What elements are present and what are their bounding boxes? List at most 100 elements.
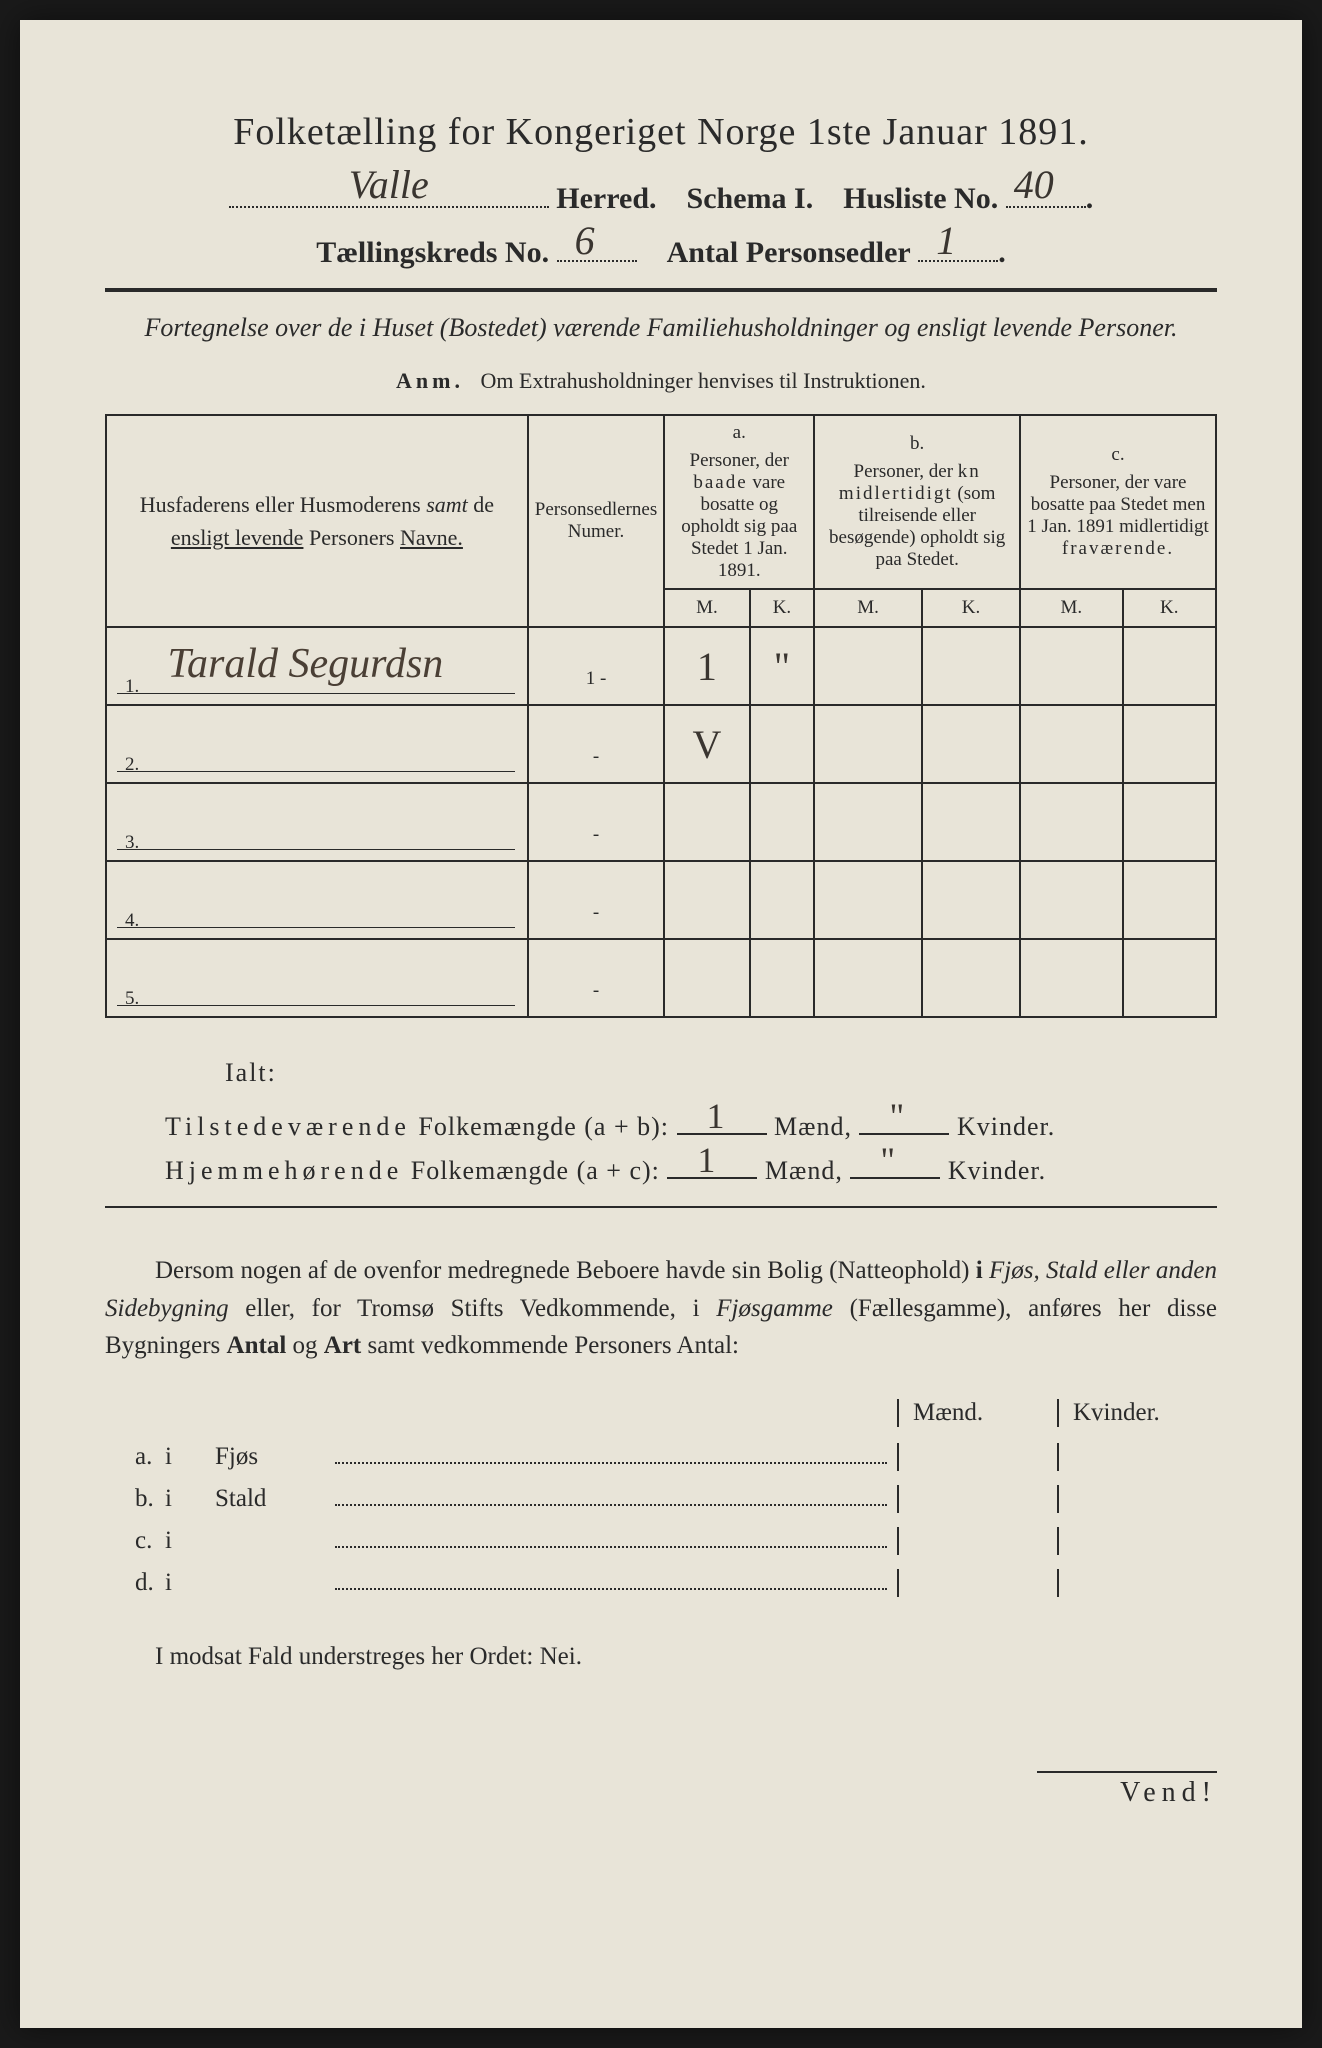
subtitle: Fortegnelse over de i Huset (Bostedet) v… — [105, 310, 1217, 346]
row-a-k — [750, 783, 815, 861]
byg-dots — [335, 1523, 887, 1548]
byg-i: i — [165, 1527, 215, 1555]
col-num-header: Personsedlernes Numer. — [528, 415, 664, 627]
byg-k-cell — [1057, 1443, 1217, 1471]
herred-label: Herred. — [556, 182, 656, 215]
byg-lbl: c. — [105, 1527, 165, 1555]
row-name — [162, 861, 528, 939]
byg-m-cell — [897, 1527, 1057, 1555]
herred-field: Valle — [229, 206, 549, 208]
antal-label: Antal Personsedler — [667, 236, 911, 269]
page-title: Folketælling for Kongeriget Norge 1ste J… — [105, 110, 1217, 154]
totals-hjemme: Hjemmehørende Folkemængde (a + c): 1 Mæn… — [165, 1156, 1217, 1186]
row-number: 2. — [106, 705, 162, 783]
byg-lbl: a. — [105, 1443, 165, 1471]
row-b-k — [922, 939, 1020, 1017]
row-b-m — [814, 939, 922, 1017]
row-a-m: 1 — [664, 627, 749, 705]
mk-k: K. — [1123, 589, 1216, 627]
row-c-m — [1020, 627, 1123, 705]
byg-m-cell — [897, 1569, 1057, 1597]
table-row: 4. - — [106, 861, 1216, 939]
bolig-paragraph: Dersom nogen af de ovenfor medregnede Be… — [105, 1252, 1217, 1365]
census-form-page: Folketælling for Kongeriget Norge 1ste J… — [20, 20, 1302, 2028]
row-name — [162, 705, 528, 783]
row-c-m — [1020, 939, 1123, 1017]
byg-kvinder: Kvinder. — [1057, 1399, 1217, 1427]
vend-label: Vend! — [1037, 1771, 1217, 1809]
row-personsedler: - — [528, 861, 664, 939]
maend-label: Mænd, — [774, 1112, 852, 1141]
mk-k: K. — [922, 589, 1020, 627]
byg-rows: a.iFjøs b.iStald c.i d.i — [105, 1439, 1217, 1597]
row-a-m — [664, 783, 749, 861]
row-b-m — [814, 783, 922, 861]
col-name-header: Husfaderens eller Husmoderens samt de en… — [106, 415, 528, 627]
byg-header: Mænd. Kvinder. — [105, 1399, 1217, 1427]
husliste-value: 40 — [1014, 161, 1054, 208]
row-c-k — [1123, 627, 1216, 705]
row-c-m — [1020, 705, 1123, 783]
header-line-3: Tællingskreds No. 6 Antal Personsedler 1… — [105, 236, 1217, 270]
antal-value: 1 — [936, 217, 956, 264]
row-a-m — [664, 939, 749, 1017]
row-b-m — [814, 627, 922, 705]
row-a-m — [664, 861, 749, 939]
husliste-label: Husliste No. — [843, 182, 998, 215]
row-a-k — [750, 861, 815, 939]
mk-m: M. — [1020, 589, 1123, 627]
row-name — [162, 783, 528, 861]
kvinder-label-2: Kvinder. — [948, 1156, 1046, 1185]
hjem-k-field: " — [850, 1177, 940, 1179]
byg-row: b.iStald — [105, 1481, 1217, 1513]
household-table: Husfaderens eller Husmoderens samt de en… — [105, 414, 1217, 1018]
row-a-k — [750, 939, 815, 1017]
row-personsedler: 1 - — [528, 627, 664, 705]
tils-mid: Folkemængde (a + b): — [418, 1112, 669, 1141]
row-number: 5. — [106, 939, 162, 1017]
husliste-field: 40 — [1006, 206, 1086, 208]
row-number: 1. — [106, 627, 162, 705]
kreds-value: 6 — [575, 217, 595, 264]
byg-type: Fjøs — [215, 1443, 335, 1471]
col-a: a.Personer, der baade vare bosatte og op… — [664, 415, 814, 589]
byg-k-cell — [1057, 1569, 1217, 1597]
tils-label: Tilstedeværende — [165, 1112, 411, 1141]
row-c-k — [1123, 705, 1216, 783]
byg-k-cell — [1057, 1485, 1217, 1513]
hjem-mid: Folkemængde (a + c): — [411, 1156, 660, 1185]
herred-value: Valle — [349, 161, 429, 208]
byg-dots — [335, 1439, 887, 1464]
anm-note: Anm. Om Extrahusholdninger henvises til … — [105, 368, 1217, 394]
kreds-label: Tællingskreds No. — [316, 236, 549, 269]
byg-maend: Mænd. — [897, 1399, 1057, 1427]
row-b-k — [922, 783, 1020, 861]
row-b-m — [814, 861, 922, 939]
row-a-k — [750, 705, 815, 783]
row-b-k — [922, 705, 1020, 783]
byg-row: c.i — [105, 1523, 1217, 1555]
mk-m: M. — [814, 589, 922, 627]
tils-m-field: 1 — [677, 1133, 767, 1135]
row-number: 3. — [106, 783, 162, 861]
header-line-2: Valle Herred. Schema I. Husliste No. 40 … — [105, 182, 1217, 216]
ialt-label: Ialt: — [225, 1058, 1217, 1088]
row-number: 4. — [106, 861, 162, 939]
byg-type: Stald — [215, 1485, 335, 1513]
byg-i: i — [165, 1485, 215, 1513]
row-name: Tarald Segurdsn — [162, 627, 528, 705]
row-personsedler: - — [528, 783, 664, 861]
mk-m: M. — [664, 589, 749, 627]
col-c: c.Personer, der vare bosatte paa Stedet … — [1020, 415, 1216, 589]
byg-k-cell — [1057, 1527, 1217, 1555]
schema-label: Schema I. — [687, 182, 814, 215]
byg-row: a.iFjøs — [105, 1439, 1217, 1471]
row-name — [162, 939, 528, 1017]
row-c-k — [1123, 783, 1216, 861]
row-c-m — [1020, 783, 1123, 861]
row-c-k — [1123, 861, 1216, 939]
antal-field: 1 — [918, 260, 998, 262]
anm-text: Om Extrahusholdninger henvises til Instr… — [481, 368, 926, 393]
row-c-m — [1020, 861, 1123, 939]
byg-lbl: b. — [105, 1485, 165, 1513]
